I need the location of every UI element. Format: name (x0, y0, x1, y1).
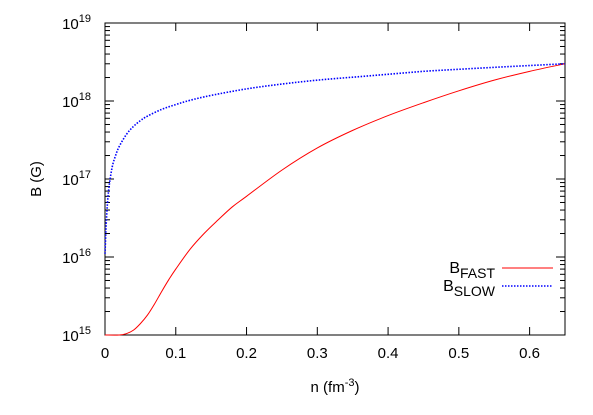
x-tick-label-2: 0.2 (236, 345, 257, 362)
x-tick-label-4: 0.4 (378, 345, 399, 362)
x-tick-label-5: 0.5 (448, 345, 469, 362)
y-tick-label-4: 1019 (62, 13, 91, 33)
series-line-fast (104, 63, 566, 336)
legend-item-slow: BSLOW (443, 278, 553, 299)
legend-item-fast: BFAST (449, 260, 553, 281)
x-tick-label-6: 0.6 (519, 345, 540, 362)
legend-label-fast: BFAST (449, 260, 495, 281)
y-tick-label-0: 1015 (62, 325, 91, 345)
tick-labels: 0 0.1 0.2 0.3 0.4 0.5 0.6 1015 1016 1017 1018 1019 (62, 13, 540, 362)
x-tick-label-3: 0.3 (307, 345, 328, 362)
ticks (104, 22, 565, 336)
x-tick-label-1: 0.1 (165, 345, 186, 362)
y-tick-label-3: 1018 (62, 91, 91, 111)
y-tick-label-1: 1016 (62, 247, 91, 267)
plot-frame (104, 22, 566, 336)
legend-label-slow: BSLOW (443, 278, 496, 299)
y-axis-label: B (G) (28, 161, 45, 197)
x-axis-label: n (fm-3) (311, 377, 360, 396)
legend: BFAST BSLOW (443, 260, 553, 299)
series-line-slow (104, 62, 566, 254)
y-tick-label-2: 1017 (62, 169, 91, 189)
x-tick-label-0: 0 (101, 345, 109, 362)
series-layer (104, 62, 566, 336)
